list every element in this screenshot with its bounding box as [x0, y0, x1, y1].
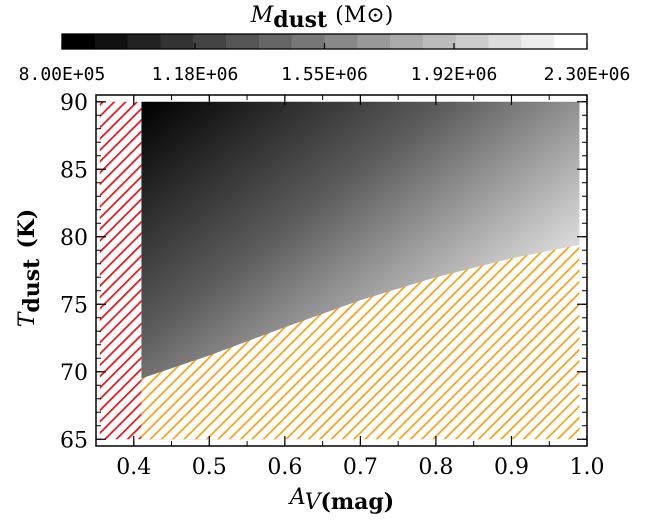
colorbar-step — [324, 34, 358, 49]
y-tick-label: 70 — [60, 361, 88, 386]
y-axis-label: Tdust(K) — [14, 209, 45, 328]
colorbar-step — [127, 34, 161, 49]
red-hatch-region — [99, 101, 142, 440]
orange-hatch-region — [141, 244, 580, 440]
colorbar-tick-labels: 8.00E+05 1.18E+06 1.55E+06 1.92E+06 2.30E+06 — [19, 64, 631, 85]
colorbar-step — [94, 34, 129, 49]
colorbar-step — [160, 34, 194, 49]
axes-frame — [95, 94, 588, 447]
colorbar-step — [554, 34, 588, 49]
x-tick-label: 0.8 — [418, 455, 453, 480]
colorbar-step — [291, 34, 325, 49]
y-tick-label: 65 — [60, 428, 88, 453]
colorbar-title: Mdust (M⊙) — [250, 3, 394, 33]
x-tick-label: 0.5 — [192, 455, 227, 480]
colorbar-step — [226, 34, 260, 49]
colorbar-step — [258, 34, 293, 49]
colorbar-step — [521, 34, 555, 49]
y-tick-label: 85 — [60, 158, 88, 183]
y-axis-ticks: 65 70 75 80 85 90 — [60, 91, 587, 453]
colorbar-step — [488, 34, 522, 49]
x-tick-label: 0.7 — [343, 455, 378, 480]
y-tick-label: 90 — [60, 91, 88, 116]
colorbar-step — [422, 34, 457, 49]
colorbar-steps — [62, 34, 588, 49]
y-tick-label: 80 — [60, 226, 88, 251]
colorbar-step — [62, 34, 96, 49]
colorbar-step — [390, 34, 424, 49]
colorbar-step — [357, 34, 391, 49]
colorbar-tick-label: 1.92E+06 — [411, 64, 498, 85]
x-axis-label: AV(mag) — [288, 485, 394, 515]
x-axis-ticks: 0.4 0.5 0.6 0.7 0.8 0.9 1.0 — [95, 95, 605, 480]
colorbar-tick-label: 1.55E+06 — [281, 64, 368, 85]
x-tick-label: 0.4 — [116, 455, 151, 480]
colorbar-ticks — [61, 43, 588, 49]
plot-area — [95, 94, 588, 447]
colorbar-tick-label: 1.18E+06 — [152, 64, 239, 85]
colorbar-tick-label: 8.00E+05 — [19, 64, 106, 85]
colorbar-step — [455, 34, 490, 49]
x-tick-label: 0.6 — [267, 455, 302, 480]
colorbar-tick-label: 2.30E+06 — [544, 64, 631, 85]
x-tick-label: 0.9 — [494, 455, 529, 480]
y-tick-label: 75 — [60, 293, 88, 318]
x-tick-label: 1.0 — [570, 455, 605, 480]
colorbar-step — [193, 34, 227, 49]
